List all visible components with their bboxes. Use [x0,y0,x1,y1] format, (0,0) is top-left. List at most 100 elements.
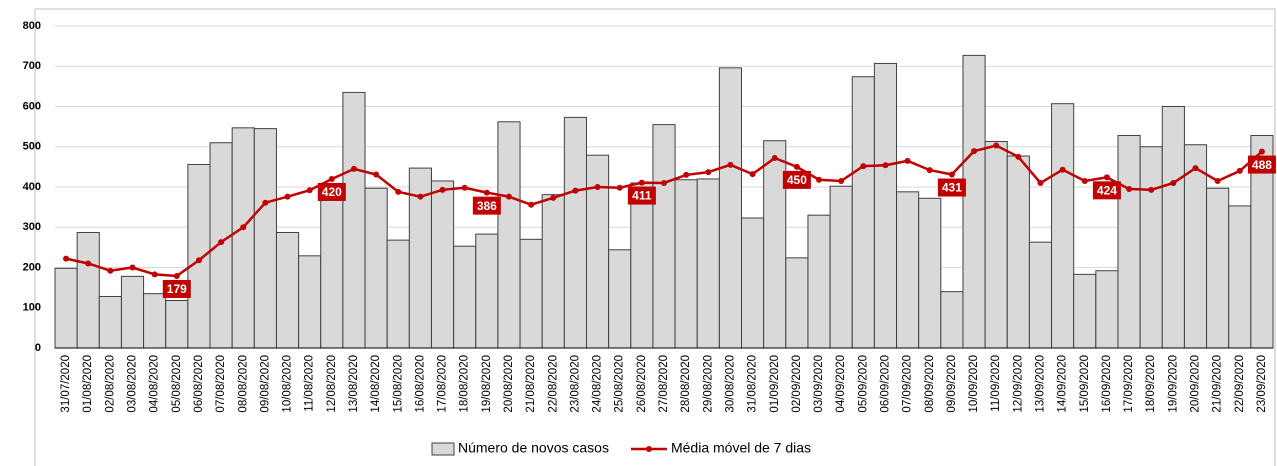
bar [275,231,300,349]
bar [763,140,787,349]
line-marker [107,267,114,274]
line-marker [528,201,535,208]
line-marker [173,272,180,279]
bar [76,231,100,349]
line-marker [1214,177,1221,184]
bar [785,257,809,349]
bar [519,238,543,349]
line-marker [195,257,202,264]
x-tick-label: 12/08/2020 [326,355,338,413]
bar [1051,103,1075,349]
line-marker [284,193,291,200]
x-tick-label: 15/08/2020 [392,355,404,413]
bar [497,121,521,349]
line-marker [1081,177,1088,184]
bar [98,295,122,349]
bar [984,141,1008,349]
bar [696,178,720,349]
bar [1206,187,1230,349]
line-marker [483,189,490,196]
line-marker [1015,153,1022,160]
data-label: 424 [1097,184,1117,198]
line-marker [816,176,823,183]
x-tick-label: 13/08/2020 [348,355,360,413]
bar [962,54,986,349]
line-marker [373,171,380,178]
x-tick-label: 19/09/2020 [1167,355,1179,413]
line-marker [1103,174,1110,181]
bar [918,197,942,349]
x-tick-label: 05/09/2020 [857,355,869,413]
line-marker [1258,148,1265,155]
x-tick-label: 20/08/2020 [503,355,515,413]
bar [807,214,831,349]
line-marker [771,155,778,162]
x-tick-label: 22/08/2020 [547,355,559,413]
bar [386,239,410,349]
legend-marker [645,446,652,452]
x-tick-label: 20/09/2020 [1190,355,1202,413]
line-marker [218,239,225,246]
bar [1095,270,1119,349]
x-tick-label: 16/09/2020 [1101,355,1113,413]
x-tick-label: 21/09/2020 [1212,355,1224,413]
line-marker [904,157,911,164]
data-label: 450 [787,173,807,187]
x-tick-label: 09/08/2020 [259,355,271,413]
bar [231,127,255,349]
bar [453,245,477,349]
data-label: 431 [942,181,962,195]
bar [829,185,853,349]
x-tick-label: 17/09/2020 [1123,355,1135,413]
y-tick-label: 600 [23,100,41,112]
bar [475,233,499,349]
data-label-box [627,186,656,205]
line-marker [594,184,601,190]
line-marker [151,271,158,278]
line-marker [661,179,667,186]
y-tick-label: 200 [23,261,41,273]
bar [1139,146,1163,349]
x-tick-label: 02/08/2020 [104,355,116,413]
x-tick-label: 15/09/2020 [1079,355,1091,413]
line-marker [306,187,313,194]
x-tick-label: 23/08/2020 [569,355,581,413]
bar [209,142,233,349]
legend-label: Número de novos casos [458,440,609,456]
data-label: 420 [322,185,342,199]
line-marker [749,171,756,178]
bar [430,180,455,349]
line-marker [1192,165,1199,172]
x-tick-label: 21/08/2020 [525,355,537,413]
line-marker [240,224,247,231]
x-tick-label: 07/09/2020 [902,355,914,413]
line-marker [993,142,1000,149]
x-tick-label: 27/08/2020 [658,355,670,413]
bar [630,182,654,349]
bar [1006,155,1030,349]
x-tick-label: 09/09/2020 [946,355,958,413]
bar [298,255,322,349]
bar [143,293,167,349]
y-tick-label: 700 [23,60,41,72]
data-label: 386 [477,199,497,213]
line-marker [1126,186,1133,193]
x-tick-label: 11/09/2020 [990,355,1002,412]
bar [1161,106,1185,349]
x-tick-label: 19/08/2020 [481,355,493,413]
line-marker [860,163,867,170]
y-tick-label: 800 [23,20,41,32]
x-tick-label: 11/08/2020 [304,355,316,412]
x-tick-label: 08/08/2020 [237,355,249,413]
line-marker [395,188,402,195]
bar [1183,144,1208,349]
x-tick-label: 10/08/2020 [282,355,294,413]
x-tick-label: 28/08/2020 [680,355,692,413]
x-tick-label: 06/08/2020 [193,355,205,413]
line-marker [727,161,734,168]
line-marker [63,255,70,262]
x-tick-label: 16/08/2020 [414,355,426,413]
line-marker [948,171,955,178]
bar [364,187,388,349]
data-label-box [317,182,346,201]
